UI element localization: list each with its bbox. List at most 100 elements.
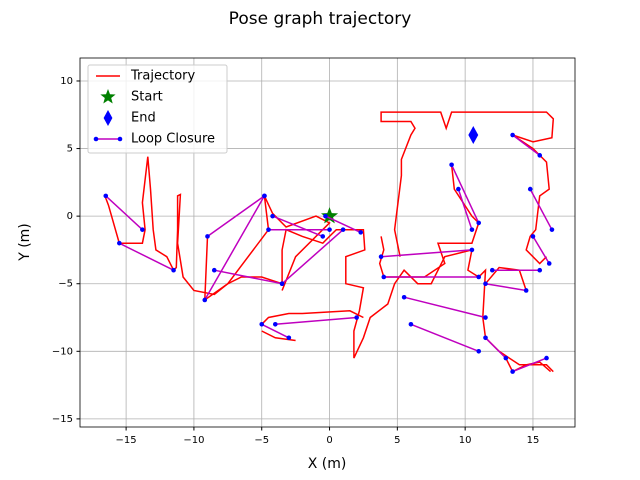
line-piece xyxy=(532,236,550,264)
line-piece xyxy=(214,269,283,285)
point xyxy=(117,240,122,246)
point xyxy=(537,153,543,158)
legend-label: Loop Closure xyxy=(131,132,215,147)
point xyxy=(489,267,495,273)
point xyxy=(549,227,555,232)
point xyxy=(378,254,384,259)
line-piece xyxy=(484,337,507,359)
point xyxy=(544,355,549,361)
point xyxy=(286,335,292,341)
point xyxy=(483,281,488,287)
point xyxy=(537,267,543,273)
point xyxy=(401,294,407,300)
legend-label: End xyxy=(131,111,156,126)
point xyxy=(381,274,387,280)
line-piece xyxy=(272,215,324,238)
star-marker xyxy=(321,207,339,224)
point xyxy=(272,321,278,327)
legend-point xyxy=(117,136,123,142)
x-tick-label: −5 xyxy=(254,435,269,446)
point xyxy=(456,186,461,192)
x-axis-label: X (m) xyxy=(308,456,347,472)
x-tick-label: 0 xyxy=(326,435,332,446)
line-piece xyxy=(381,249,472,258)
point xyxy=(327,227,332,232)
x-tick-label: 10 xyxy=(459,435,472,446)
point xyxy=(140,227,145,232)
point xyxy=(259,321,265,327)
point xyxy=(476,274,482,280)
point xyxy=(340,227,346,232)
line-piece xyxy=(378,164,480,278)
point xyxy=(211,267,217,273)
point xyxy=(483,315,488,320)
line-piece xyxy=(261,323,290,339)
line-piece xyxy=(325,215,362,234)
x-tick-label: −15 xyxy=(116,435,137,446)
point xyxy=(503,355,509,361)
point xyxy=(354,315,359,320)
line-piece xyxy=(512,357,547,373)
point xyxy=(523,288,529,293)
line-piece xyxy=(410,323,479,352)
point xyxy=(476,349,482,354)
diamond-marker xyxy=(103,110,113,126)
line-piece xyxy=(484,266,527,291)
line-piece xyxy=(207,195,265,238)
point xyxy=(323,213,328,219)
point xyxy=(171,267,176,273)
y-tick-label: −15 xyxy=(52,414,73,425)
star-marker xyxy=(100,89,116,104)
point xyxy=(527,186,533,192)
chart-title: Pose graph trajectory xyxy=(229,9,412,29)
line-piece xyxy=(403,296,486,319)
point xyxy=(476,220,482,226)
point xyxy=(103,193,109,199)
point xyxy=(262,193,267,199)
y-tick-label: 0 xyxy=(67,211,73,222)
line-piece xyxy=(281,229,344,285)
line-piece xyxy=(485,282,527,292)
point xyxy=(205,234,210,239)
point xyxy=(270,213,275,219)
point xyxy=(320,234,326,239)
legend-point xyxy=(93,136,99,142)
point xyxy=(266,227,271,232)
x-tick-label: 5 xyxy=(394,435,400,446)
legend-box xyxy=(87,64,228,154)
legend: Trajectory Start End Loop Closure xyxy=(87,64,228,154)
line-piece xyxy=(261,310,364,325)
line-piece xyxy=(380,111,555,265)
line-piece xyxy=(204,195,266,301)
point xyxy=(510,369,515,374)
point xyxy=(530,234,536,239)
y-tick-label: 5 xyxy=(67,144,73,155)
point xyxy=(483,335,488,341)
line-piece xyxy=(105,195,143,231)
point xyxy=(408,321,414,327)
line-piece xyxy=(529,188,553,231)
x-tick-label: −10 xyxy=(183,435,204,446)
point xyxy=(202,297,208,303)
point xyxy=(449,162,454,168)
point xyxy=(469,227,475,232)
series-group xyxy=(103,111,555,374)
x-tick-label: 15 xyxy=(527,435,540,446)
point xyxy=(279,281,285,287)
line-piece xyxy=(512,134,541,156)
y-axis-label: Y (m) xyxy=(17,223,33,262)
legend-label: Trajectory xyxy=(130,69,195,84)
y-tick-label: 10 xyxy=(60,76,73,87)
line-piece xyxy=(457,188,473,230)
point xyxy=(358,230,364,235)
line-piece xyxy=(275,316,357,326)
point xyxy=(469,247,475,253)
line-piece xyxy=(118,242,174,271)
diamond-marker xyxy=(468,126,479,145)
y-tick-label: −10 xyxy=(52,346,73,357)
line-piece xyxy=(103,156,554,373)
line-piece xyxy=(450,164,480,224)
line-piece xyxy=(505,357,552,373)
